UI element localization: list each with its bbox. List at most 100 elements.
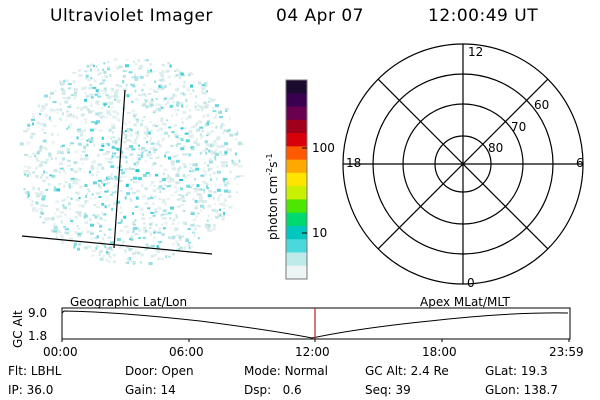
uv-speckle <box>156 129 159 132</box>
uv-speckle <box>110 95 115 98</box>
uv-speckle <box>38 193 42 196</box>
uv-speckle <box>184 132 189 135</box>
uv-speckle <box>203 82 208 84</box>
colorbar-stop <box>286 159 307 174</box>
uv-speckle <box>157 231 162 234</box>
uv-speckle <box>224 199 228 202</box>
uv-speckle <box>149 194 152 197</box>
uv-speckle <box>43 123 47 127</box>
uv-speckle <box>207 168 210 172</box>
uv-speckle <box>58 80 62 84</box>
uv-speckle <box>223 129 228 131</box>
uv-speckle <box>40 212 44 215</box>
uv-speckle <box>91 173 95 176</box>
uv-speckle <box>77 227 81 230</box>
uv-speckle <box>131 148 136 151</box>
uv-speckle <box>214 203 216 205</box>
uv-speckle <box>79 185 83 189</box>
uv-speckle <box>130 83 133 86</box>
uv-speckle <box>99 72 102 75</box>
uv-speckle <box>85 195 88 198</box>
uv-speckle <box>96 153 100 157</box>
uv-speckle <box>194 105 197 109</box>
uv-speckle <box>69 207 72 211</box>
uv-speckle <box>181 104 184 108</box>
uv-speckle <box>99 82 103 85</box>
uv-speckle <box>215 152 219 156</box>
colorbar-tick-label-10: 10 <box>312 226 328 240</box>
uv-speckle <box>125 83 128 87</box>
uv-speckle <box>163 85 167 89</box>
uv-speckle <box>175 112 178 116</box>
uv-speckle <box>214 156 217 159</box>
uv-speckle <box>43 217 47 221</box>
uv-speckle <box>113 184 118 188</box>
uv-speckle <box>121 242 124 246</box>
uv-speckle <box>205 147 208 151</box>
uv-speckle <box>129 199 133 203</box>
uv-speckle <box>140 253 144 257</box>
uv-speckle <box>130 235 134 239</box>
uv-speckle <box>95 192 100 195</box>
uv-speckle <box>94 93 98 96</box>
uv-speckle <box>103 179 108 182</box>
uv-speckle <box>48 152 52 156</box>
uv-speckle <box>149 184 152 187</box>
uv-speckle <box>108 255 111 258</box>
uv-speckle <box>84 98 88 102</box>
uv-speckle <box>95 65 98 68</box>
uv-speckle <box>223 130 227 133</box>
uv-speckle <box>219 126 223 129</box>
uv-speckle <box>213 197 215 200</box>
uv-speckle <box>107 236 112 239</box>
uv-speckle <box>155 98 158 100</box>
info-glon: GLon: 138.7 <box>485 383 558 397</box>
uv-speckle <box>143 98 146 101</box>
uv-speckle <box>170 160 175 164</box>
uv-speckle <box>132 252 137 256</box>
uv-speckle <box>67 87 71 90</box>
uv-speckle <box>199 126 204 129</box>
uv-speckle <box>236 183 239 186</box>
uv-speckle <box>62 157 65 161</box>
uv-speckle <box>160 117 163 120</box>
orbit-x-tick-1800: 18:00 <box>422 345 457 359</box>
uv-speckle <box>215 125 218 129</box>
uv-speckle <box>160 119 164 123</box>
uv-speckle <box>208 100 210 103</box>
uv-speckle <box>66 149 70 153</box>
uv-speckle <box>37 187 40 191</box>
uv-speckle <box>50 119 53 122</box>
uv-speckle <box>66 147 71 150</box>
uv-speckle <box>102 68 105 71</box>
uv-speckle <box>137 157 141 161</box>
uv-speckle <box>181 117 183 120</box>
uv-speckle <box>170 96 174 100</box>
uv-speckle <box>192 163 197 167</box>
uv-speckle <box>166 119 168 122</box>
uv-speckle <box>80 133 83 137</box>
uv-speckle <box>183 152 188 156</box>
uv-speckle <box>170 178 175 181</box>
uv-speckle <box>108 246 112 250</box>
uv-speckle <box>164 154 167 158</box>
uv-speckle <box>145 105 149 109</box>
uv-speckle <box>61 159 64 162</box>
uv-speckle <box>86 188 90 191</box>
uv-speckle <box>192 89 195 93</box>
geographic-horizon-line <box>21 235 213 255</box>
uv-speckle <box>116 200 121 204</box>
uv-speckle <box>53 230 57 233</box>
uv-speckle <box>84 212 87 216</box>
uv-speckle <box>39 163 43 167</box>
uv-speckle <box>122 80 125 84</box>
uv-speckle <box>225 164 228 167</box>
uv-speckle <box>89 232 94 235</box>
uv-speckle <box>69 144 72 147</box>
uv-speckle <box>107 105 110 108</box>
uv-speckle <box>221 164 225 168</box>
uv-speckle <box>83 246 88 250</box>
uv-speckle <box>174 185 178 189</box>
uv-speckle <box>72 80 76 84</box>
uv-speckle <box>170 144 174 147</box>
